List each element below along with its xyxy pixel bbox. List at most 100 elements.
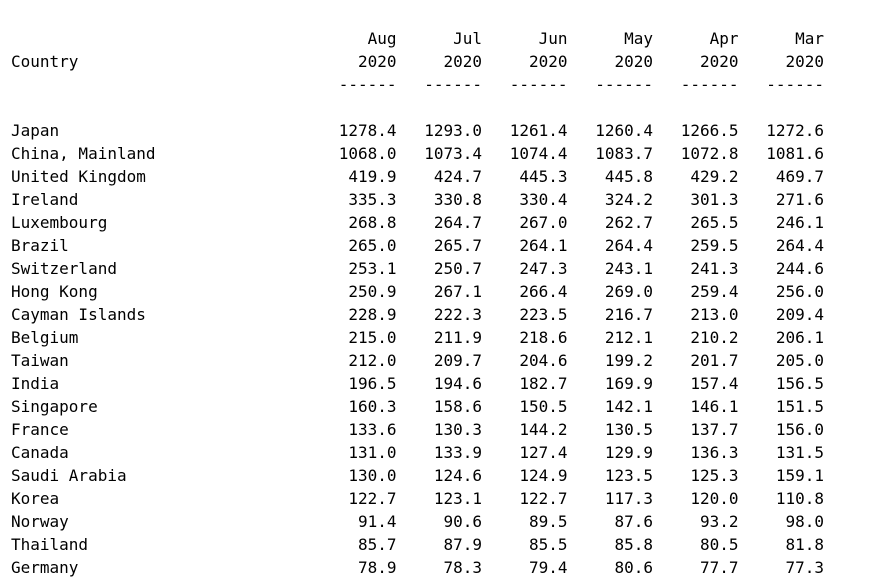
- value-cell: 87.6: [614, 512, 653, 531]
- value-cell: 250.7: [433, 259, 482, 278]
- value-cell: 301.3: [690, 190, 739, 209]
- value-cell: 267.0: [519, 213, 568, 232]
- value-cell: 213.0: [690, 305, 739, 324]
- value-cell: 89.5: [528, 512, 568, 531]
- header-year: 2020: [785, 52, 824, 71]
- value-cell: 1072.8: [680, 144, 739, 163]
- value-cell: 267.1: [433, 282, 482, 301]
- header-month: Apr: [709, 29, 739, 48]
- value-cell: 98.0: [785, 512, 824, 531]
- value-cell: 223.5: [519, 305, 568, 324]
- value-cell: 209.4: [775, 305, 824, 324]
- country-name: United Kingdom: [11, 167, 146, 186]
- table-row: Japan 1278.4 1293.0 1261.4 1260.4 1266.5 1272.…: [11, 119, 861, 142]
- table-row: Luxembourg 268.8 264.7 267.0 262.7 265.5 246.1: [11, 211, 861, 234]
- value-cell: 243.1: [604, 259, 653, 278]
- value-cell: 80.6: [614, 558, 653, 577]
- value-cell: 419.9: [348, 167, 397, 186]
- value-cell: 160.3: [348, 397, 397, 416]
- value-cell: 1293.0: [424, 121, 482, 140]
- value-cell: 1260.4: [595, 121, 653, 140]
- table-row: India 196.5 194.6 182.7 169.9 157.4 156.5: [11, 372, 861, 395]
- value-cell: 264.4: [604, 236, 653, 255]
- value-cell: 330.8: [433, 190, 482, 209]
- country-column-header: Country: [11, 52, 79, 71]
- value-cell: 212.0: [348, 351, 397, 370]
- table-row: Norway 91.4 90.6 89.5 87.6 93.2 98.0: [11, 510, 861, 533]
- country-name: France: [11, 420, 69, 439]
- header-month: Jul: [453, 29, 482, 48]
- value-cell: 150.5: [519, 397, 568, 416]
- table-row: Belgium 215.0 211.9 218.6 212.1 210.2 206.1: [11, 326, 861, 349]
- country-name: Luxembourg: [11, 213, 108, 232]
- value-cell: 204.6: [519, 351, 568, 370]
- value-cell: 201.7: [690, 351, 739, 370]
- value-cell: 264.4: [775, 236, 824, 255]
- value-cell: 324.2: [604, 190, 653, 209]
- value-cell: 228.9: [348, 305, 397, 324]
- value-cell: 246.1: [775, 213, 824, 232]
- header-blank: [11, 27, 311, 50]
- country-name: Korea: [11, 489, 60, 508]
- value-cell: 146.1: [690, 397, 739, 416]
- value-cell: 127.4: [519, 443, 568, 462]
- value-cell: 130.3: [433, 420, 482, 439]
- value-cell: 1073.4: [424, 144, 482, 163]
- country-name: Singapore: [11, 397, 98, 416]
- header-month: Mar: [795, 29, 824, 48]
- table-row: Thailand 85.7 87.9 85.5 85.8 80.5 81.8: [11, 533, 861, 556]
- header-month-row: Aug Jul Jun May Apr Mar: [11, 27, 861, 50]
- country-name: Cayman Islands: [11, 305, 146, 324]
- value-cell: 216.7: [604, 305, 653, 324]
- value-cell: 196.5: [348, 374, 397, 393]
- country-name: Brazil: [11, 236, 69, 255]
- country-name: Norway: [11, 512, 69, 531]
- country-name: Saudi Arabia: [11, 466, 127, 485]
- header-month: Aug: [367, 29, 397, 48]
- value-cell: 124.6: [433, 466, 482, 485]
- value-cell: 93.2: [699, 512, 739, 531]
- value-cell: 222.3: [433, 305, 482, 324]
- value-cell: 77.7: [699, 558, 739, 577]
- value-cell: 206.1: [775, 328, 824, 347]
- header-month: Jun: [538, 29, 568, 48]
- value-cell: 85.7: [357, 535, 397, 554]
- country-name: Ireland: [11, 190, 79, 209]
- country-name: Canada: [11, 443, 69, 462]
- value-cell: 264.7: [433, 213, 482, 232]
- column-separator: ------: [338, 75, 397, 94]
- value-cell: 122.7: [519, 489, 568, 508]
- value-cell: 79.4: [528, 558, 568, 577]
- value-cell: 241.3: [690, 259, 739, 278]
- value-cell: 123.5: [604, 466, 653, 485]
- value-cell: 266.4: [519, 282, 568, 301]
- value-cell: 215.0: [348, 328, 397, 347]
- value-cell: 156.0: [775, 420, 824, 439]
- table-body: Japan 1278.4 1293.0 1261.4 1260.4 1266.5 1272.…: [11, 119, 861, 579]
- value-cell: 199.2: [604, 351, 653, 370]
- value-cell: 211.9: [433, 328, 482, 347]
- value-cell: 129.9: [604, 443, 653, 462]
- header-month: May: [624, 29, 653, 48]
- value-cell: 144.2: [519, 420, 568, 439]
- column-separator: ------: [509, 75, 568, 94]
- value-cell: 250.9: [348, 282, 397, 301]
- value-cell: 124.9: [519, 466, 568, 485]
- value-cell: 133.6: [348, 420, 397, 439]
- header-year: 2020: [357, 52, 397, 71]
- table-row: Saudi Arabia 130.0 124.6 124.9 123.5 125.3 159…: [11, 464, 861, 487]
- value-cell: 424.7: [433, 167, 482, 186]
- value-cell: 78.9: [357, 558, 397, 577]
- value-cell: 130.0: [348, 466, 397, 485]
- value-cell: 265.0: [348, 236, 397, 255]
- value-cell: 330.4: [519, 190, 568, 209]
- value-cell: 212.1: [604, 328, 653, 347]
- separator-blank: [11, 73, 311, 96]
- column-separator: ------: [595, 75, 653, 94]
- value-cell: 137.7: [690, 420, 739, 439]
- holdings-table: Aug Jul Jun May Apr Mar Country 2020 202…: [11, 27, 861, 579]
- value-cell: 1266.5: [680, 121, 739, 140]
- value-cell: 85.8: [614, 535, 653, 554]
- country-name: Taiwan: [11, 351, 69, 370]
- country-name: Switzerland: [11, 259, 117, 278]
